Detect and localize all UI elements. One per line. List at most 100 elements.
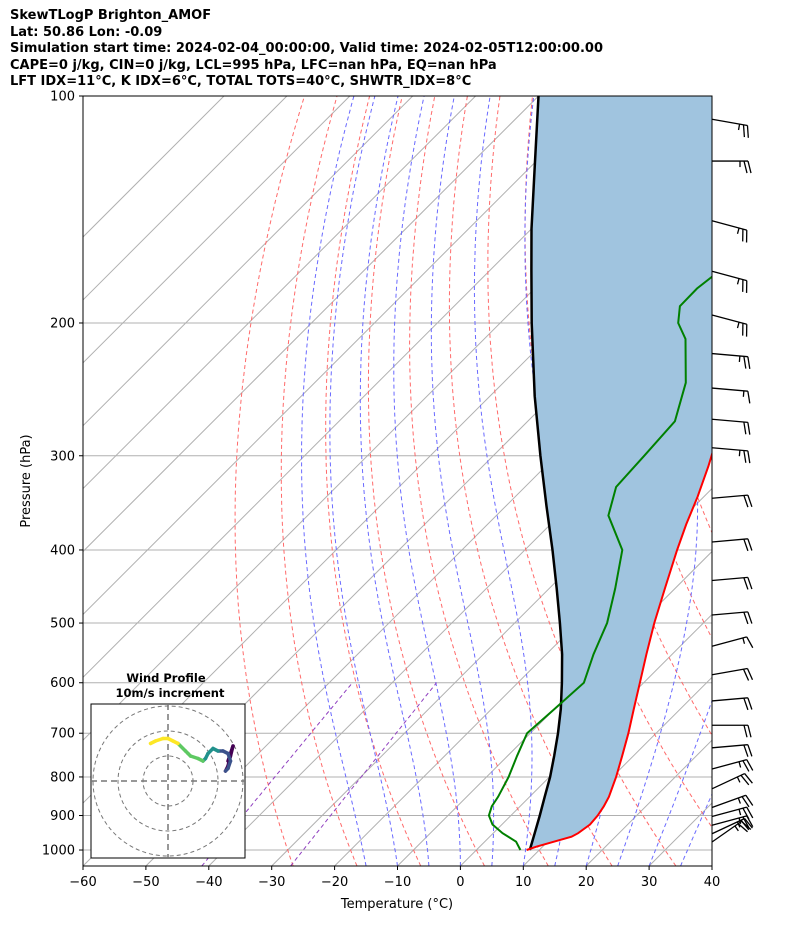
barb-flag — [743, 160, 748, 174]
mixing-ratio-line — [290, 682, 437, 866]
isotherm-line — [522, 676, 712, 866]
barb-flag — [747, 577, 753, 590]
barb-flag — [743, 356, 747, 369]
barb-flag — [747, 494, 753, 508]
isotherm-line — [711, 865, 712, 866]
wind-barb — [712, 724, 752, 738]
dry-adiabat — [448, 96, 613, 866]
moist-adiabat — [473, 96, 533, 866]
dewpoint-line — [487, 275, 712, 851]
dry-adiabat — [409, 96, 549, 866]
barb-half-flag — [737, 123, 741, 131]
isotherm-line — [83, 96, 539, 553]
wind-barb — [711, 611, 753, 625]
barb-flag — [746, 636, 754, 649]
barb-flag — [746, 759, 754, 771]
wind-barb — [711, 447, 751, 464]
barb-flag — [746, 668, 754, 681]
barb-flag — [744, 818, 753, 829]
y-tick-label: 500 — [50, 617, 75, 632]
moist-adiabat — [680, 792, 712, 866]
wind-barb — [711, 806, 754, 820]
wind-barb — [711, 118, 749, 138]
barb-flag — [743, 577, 749, 590]
barb-half-flag — [742, 637, 746, 644]
hodograph-ring — [117, 730, 219, 832]
moist-adiabat — [329, 96, 398, 866]
barb-flag — [747, 422, 751, 435]
barb-flag — [743, 538, 749, 552]
wind-barb — [711, 667, 754, 681]
barb-flag — [746, 806, 754, 819]
barb-staff — [711, 806, 747, 818]
wind-barb — [711, 418, 751, 435]
barb-flag — [742, 816, 750, 829]
y-tick-label: 100 — [50, 90, 75, 105]
wind-barbs — [711, 118, 754, 843]
barb-staff — [711, 270, 747, 282]
wind-barb — [711, 270, 748, 293]
x-tick-label: 10 — [515, 875, 532, 890]
station-location: Lat: 50.86 Lon: -0.09 — [10, 24, 163, 40]
barb-flag — [740, 819, 750, 831]
y-tick-label: 700 — [50, 727, 75, 742]
barb-half-flag — [734, 825, 739, 832]
barb-flag — [743, 697, 749, 711]
dry-adiabat — [280, 96, 358, 866]
hodograph-segment — [148, 739, 158, 746]
hodograph-title: Wind Profile — [126, 671, 206, 685]
barb-flag — [747, 356, 751, 370]
wind-barb — [711, 387, 751, 404]
isotherm-line — [83, 96, 602, 616]
barb-staff — [711, 538, 748, 543]
x-tick-label: 30 — [641, 875, 658, 890]
isotherm-line — [83, 96, 476, 490]
barb-staff — [711, 418, 748, 424]
barb-flag — [747, 391, 751, 404]
barb-flag — [747, 160, 752, 174]
x-tick-label: −30 — [258, 875, 285, 890]
barb-flag — [743, 612, 749, 625]
barb-flag — [737, 823, 748, 833]
y-tick-label: 800 — [50, 770, 75, 785]
moist-adiabat — [648, 699, 712, 866]
cin-shading — [526, 96, 712, 850]
wind-barb — [711, 817, 753, 835]
barb-flag — [743, 421, 747, 435]
axes: −60 −50 −40 −30 −20 −10 0 10 20 30 40 1000 900 800 700… — [42, 90, 720, 891]
isotherm-line — [83, 96, 351, 364]
x-tick-label: −20 — [321, 875, 348, 890]
wind-barb — [711, 538, 753, 552]
barb-flag — [747, 725, 752, 738]
barb-staff — [711, 352, 748, 358]
barb-half-flag — [736, 322, 740, 329]
wind-barb — [711, 772, 753, 790]
moist-adiabat — [359, 96, 430, 866]
dry-adiabat — [234, 96, 305, 866]
y-tick-label: 600 — [50, 676, 75, 691]
barb-flag — [747, 538, 753, 551]
barb-flag — [744, 773, 753, 784]
profile-lines — [487, 96, 712, 851]
simulation-times: Simulation start time: 2024-02-04_00:00:… — [10, 41, 603, 56]
dry-adiabat — [325, 96, 422, 866]
hodograph-plot — [91, 704, 245, 858]
barb-staff — [711, 314, 747, 325]
barb-flag — [743, 725, 748, 738]
y-tick-label: 900 — [50, 809, 75, 824]
barb-staff — [711, 759, 747, 770]
barb-staff — [711, 794, 747, 809]
barb-half-flag — [738, 809, 742, 816]
barb-flag — [746, 125, 749, 138]
barb-flag — [742, 807, 750, 820]
y-tick-label: 200 — [50, 316, 75, 331]
barb-half-flag — [736, 278, 740, 285]
parcel-profile-line — [528, 96, 564, 851]
x-tick-label: 0 — [456, 875, 464, 890]
barb-staff — [711, 387, 748, 392]
barb-staff — [711, 494, 748, 499]
x-axis-label: Temperature (°C) — [340, 897, 453, 912]
barb-flag — [747, 611, 753, 624]
barb-half-flag — [738, 450, 741, 457]
